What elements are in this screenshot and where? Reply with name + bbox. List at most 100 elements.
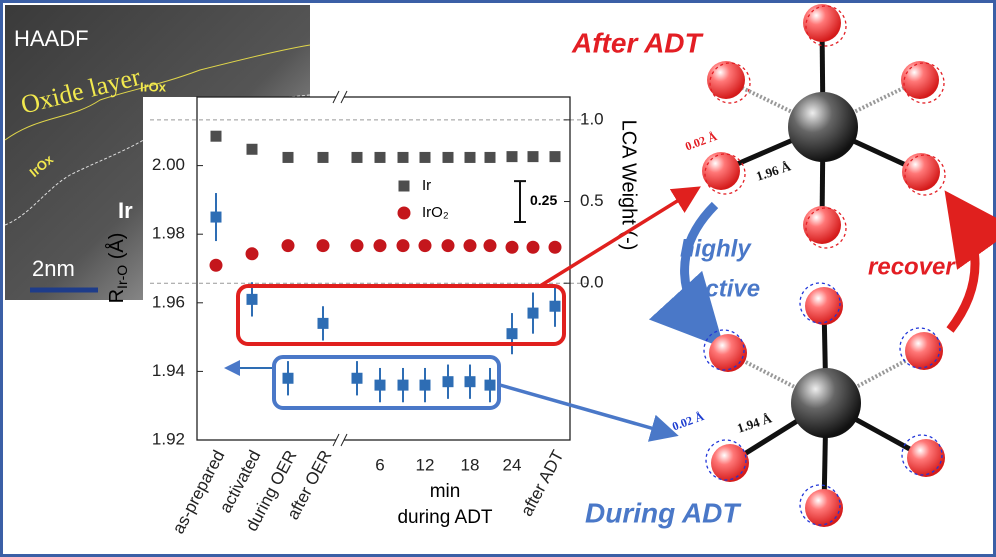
- inset-title: HAADF: [14, 26, 89, 51]
- marker: [483, 239, 497, 253]
- marker: [374, 151, 386, 163]
- marker: [210, 130, 222, 142]
- marker: [442, 376, 454, 388]
- oxygen-atom: [707, 61, 745, 99]
- marker: [209, 258, 223, 272]
- legend-marker: [398, 180, 410, 192]
- x-tick-label: 6: [375, 455, 384, 474]
- oxygen-atom: [805, 489, 843, 527]
- pointer-arrow: [539, 186, 701, 288]
- y-axis-label-main: R: [106, 289, 128, 303]
- marker: [351, 151, 363, 163]
- cycle-arrow: [649, 201, 725, 349]
- cycle-arrow: [944, 190, 996, 333]
- shift-outline: [805, 5, 847, 47]
- shift-outline: [703, 329, 745, 371]
- marker: [210, 211, 222, 223]
- oxygen-atom: [709, 334, 747, 372]
- marker: [316, 239, 330, 253]
- scale-label: 2nm: [32, 256, 75, 281]
- x-tick-label: 24: [503, 455, 522, 474]
- marker: [317, 317, 329, 329]
- marker: [246, 293, 258, 305]
- shift-outline: [899, 327, 941, 369]
- marker: [282, 151, 294, 163]
- oxygen-atom: [803, 4, 841, 42]
- legend-marker: [397, 206, 411, 220]
- oxide-edge: [4, 44, 311, 141]
- legend-label: Ir: [422, 177, 431, 194]
- marker: [505, 240, 519, 254]
- metal-edge: [4, 94, 311, 226]
- plot-background: [143, 97, 598, 554]
- marker: [441, 239, 455, 253]
- marker: [548, 240, 562, 254]
- oxygen-atom: [905, 332, 943, 370]
- axis-break: [332, 433, 340, 447]
- marker: [396, 239, 410, 253]
- y2-axis-label: LCA Weight (-): [618, 120, 640, 251]
- y-tick-label: 1.92: [152, 429, 185, 448]
- y2-tick-label: 1.0: [580, 109, 604, 128]
- shift-outline: [704, 153, 746, 195]
- y2-tick-label: 0.0: [580, 273, 604, 292]
- marker: [526, 240, 540, 254]
- marker: [506, 328, 518, 340]
- marker: [374, 379, 386, 391]
- marker: [418, 239, 432, 253]
- oxygen-atom: [907, 439, 945, 477]
- marker: [419, 151, 431, 163]
- shift-outline: [904, 154, 946, 196]
- shift-outline: [903, 62, 945, 104]
- active-label: active: [692, 275, 760, 302]
- marker: [464, 151, 476, 163]
- recover-label: recover: [868, 253, 956, 280]
- marker: [527, 151, 539, 163]
- legend-label: IrO₂: [422, 204, 449, 221]
- oxygen-atom: [805, 287, 843, 325]
- axis-break: [332, 90, 340, 104]
- marker: [419, 379, 431, 391]
- marker: [464, 376, 476, 388]
- y-tick-label: 1.94: [152, 361, 185, 380]
- shift-outline: [709, 62, 751, 104]
- marker: [282, 372, 294, 384]
- axis-break: [340, 90, 348, 104]
- marker: [442, 151, 454, 163]
- marker: [351, 372, 363, 384]
- metal-label: Ir: [118, 198, 133, 223]
- marker: [463, 239, 477, 253]
- marker: [245, 247, 259, 261]
- oxygen-atom: [711, 444, 749, 482]
- y-axis-label-unit: (Å): [105, 233, 128, 265]
- during-label: During ADT: [585, 497, 742, 528]
- marker: [484, 151, 496, 163]
- metal-atom: [788, 92, 858, 162]
- marker: [397, 151, 409, 163]
- oxygen-atom: [803, 206, 841, 244]
- marker: [549, 151, 561, 163]
- marker: [397, 379, 409, 391]
- marker: [317, 151, 329, 163]
- y2-tick-label: 0.5: [580, 191, 604, 210]
- marker: [549, 300, 561, 312]
- y-tick-label: 1.96: [152, 292, 185, 311]
- shift-outline: [799, 282, 841, 324]
- oxygen-atom: [902, 153, 940, 191]
- pointer-arrow: [499, 383, 679, 442]
- shift-outline: [799, 484, 841, 526]
- shift-outline: [705, 439, 747, 481]
- marker: [484, 379, 496, 391]
- marker: [246, 143, 258, 155]
- scale-bar: [514, 180, 526, 223]
- shift-outline: [805, 207, 847, 249]
- scale-bar-label: 0.25: [530, 192, 557, 208]
- y-tick-label: 1.98: [152, 224, 185, 243]
- axis-break: [340, 433, 348, 447]
- oxygen-atom: [702, 152, 740, 190]
- marker: [527, 307, 539, 319]
- x-tick-label: 18: [461, 455, 480, 474]
- y-axis-label: RIr-O (Å): [105, 233, 129, 304]
- oxygen-atom: [901, 61, 939, 99]
